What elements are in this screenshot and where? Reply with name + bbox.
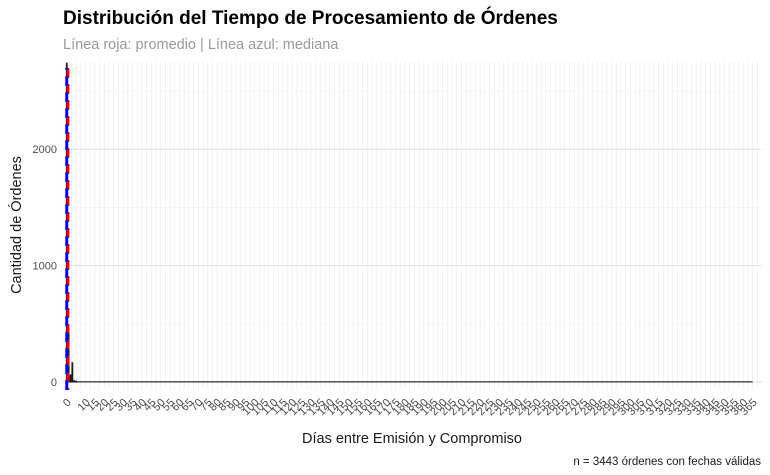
y-tick-label: 1000 bbox=[33, 261, 57, 273]
y-tick-label: 2000 bbox=[33, 144, 57, 156]
chart-title: Distribución del Tiempo de Procesamiento… bbox=[63, 7, 558, 29]
y-axis-title: Cantidad de Órdenes bbox=[8, 156, 25, 294]
gridlines bbox=[63, 62, 762, 390]
chart-caption: n = 3443 órdenes con fechas válidas bbox=[573, 456, 761, 468]
x-axis-title: Días entre Emisión y Compromiso bbox=[302, 431, 522, 447]
x-axis-ticks: 0 101520253035404550556065707580859095100… bbox=[61, 397, 760, 418]
histogram-bar bbox=[69, 374, 72, 383]
y-tick-label: 0 bbox=[51, 377, 57, 389]
chart-subtitle: Línea roja: promedio | Línea azul: media… bbox=[63, 37, 339, 53]
y-axis-ticks: 0 1000 2000 bbox=[33, 144, 57, 389]
reference-lines bbox=[65, 68, 70, 390]
histogram-bar bbox=[71, 362, 74, 383]
